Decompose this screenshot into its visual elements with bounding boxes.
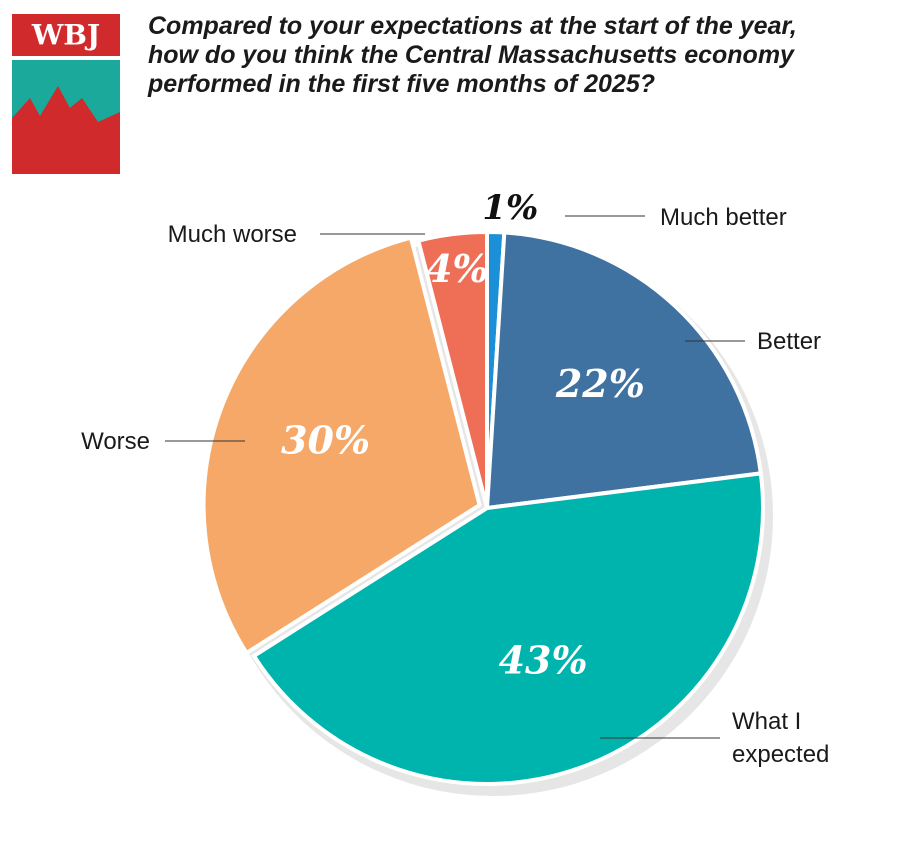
logo-text: WBJ xyxy=(31,19,100,52)
category-label: What I expected xyxy=(732,708,830,768)
chart-title: Compared to your expectations at the sta… xyxy=(148,12,797,98)
value-label: 1% xyxy=(482,188,538,228)
pie-slice xyxy=(251,471,765,786)
pie-slice xyxy=(201,235,482,656)
logo-top xyxy=(12,14,120,56)
pie-slice xyxy=(484,230,764,511)
value-label: 4% xyxy=(426,246,489,291)
category-label: Much worse xyxy=(167,221,297,248)
logo: WBJ xyxy=(12,14,120,174)
category-label: Worse xyxy=(81,428,150,455)
value-label: 43% xyxy=(499,637,588,682)
pie-slice xyxy=(415,229,489,509)
category-label: Better xyxy=(757,328,822,355)
logo-graph xyxy=(12,86,120,174)
category-label: Much better xyxy=(660,204,787,231)
value-label: 30% xyxy=(281,418,370,463)
value-label: 22% xyxy=(555,361,645,406)
